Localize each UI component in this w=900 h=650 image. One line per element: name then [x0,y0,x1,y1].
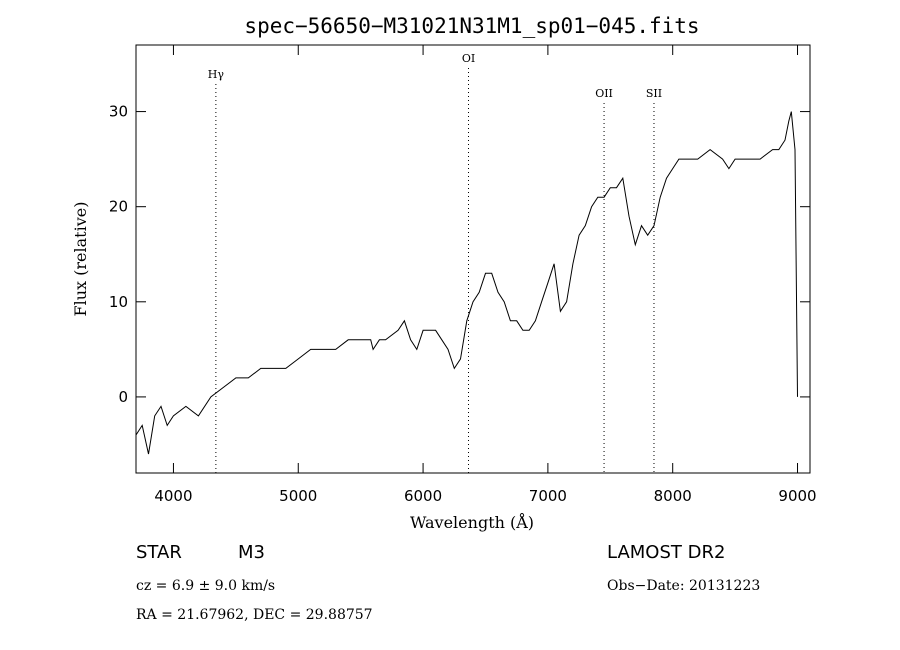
ra-dec: RA = 21.67962, DEC = 29.88757 [136,607,373,623]
redshift-cz: cz = 6.9 ± 9.0 km/s [136,578,275,594]
subclass: M3 [238,542,265,563]
y-axis-label: Flux (relative) [71,202,90,317]
x-tick-label: 8000 [654,487,692,505]
y-tick-label: 0 [118,388,128,406]
obs-date: Obs−Date: 20131223 [607,578,760,594]
x-tick-label: 7000 [529,487,567,505]
chart-title: spec−56650−M31021N31M1_sp01−045.fits [244,14,699,38]
x-tick-label: 5000 [279,487,317,505]
x-tick-label: 4000 [154,487,192,505]
object-class: STAR [136,542,182,563]
spectral-line-label: OI [462,52,475,65]
survey-name: LAMOST DR2 [607,542,725,563]
spectral-line-label: OII [595,87,613,100]
footer: STAR M3 LAMOST DR2 cz = 6.9 ± 9.0 km/s O… [136,542,760,623]
plot-frame [135,44,811,474]
spectrum-line [135,111,798,455]
y-tick-label: 20 [109,198,128,216]
spectral-line-label: SII [646,87,662,100]
plot-area: Hγ OI OII SII 4000 5000 6000 7000 8000 9000 0 10 20… [109,44,817,505]
x-axis-label: Wavelength (Å) [410,512,534,532]
y-tick-label: 30 [109,103,128,121]
x-tick-label: 6000 [404,487,442,505]
spectral-line-label: Hγ [208,68,225,81]
y-tick-label: 10 [109,293,128,311]
x-tick-label: 9000 [778,487,816,505]
